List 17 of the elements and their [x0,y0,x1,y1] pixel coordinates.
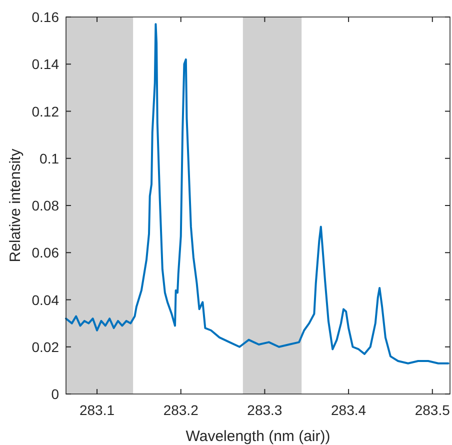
x-tick-label: 283.2 [163,402,199,418]
y-tick-label: 0.08 [32,198,60,214]
x-axis-title: Wavelength (nm (air)) [186,428,330,445]
y-tick-label: 0.12 [32,103,60,120]
y-tick-label: 0.16 [32,9,60,25]
y-tick-label: 0.06 [32,244,60,261]
y-tick-label: 0.02 [32,338,60,355]
y-tick-label: 0.1 [40,150,60,166]
x-tick-label: 283.5 [414,402,450,418]
y-tick-label: 0.04 [32,292,60,308]
x-tick-label: 283.4 [331,402,366,418]
y-tick-label: 0 [51,386,60,402]
x-tick-label: 283.1 [80,402,115,418]
y-axis-title: Relative intensity [7,148,24,262]
x-tick-label: 283.3 [247,402,282,418]
line-series [65,23,450,364]
y-tick-label: 0.14 [32,56,60,72]
